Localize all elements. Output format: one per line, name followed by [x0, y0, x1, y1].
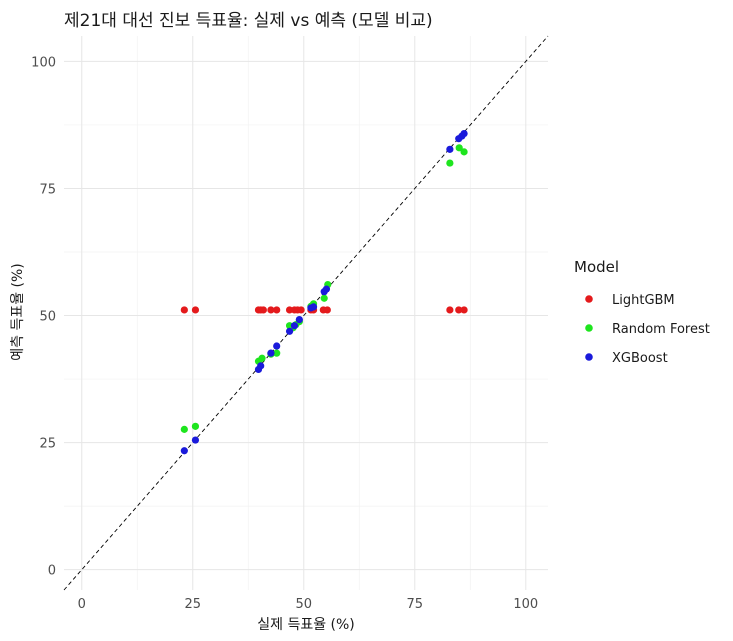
data-point [273, 342, 281, 350]
data-point [455, 306, 463, 314]
x-tick-label: 0 [78, 597, 86, 612]
x-axis-title: 실제 득표율 (%) [257, 617, 355, 633]
data-point [323, 306, 331, 314]
points-layer [180, 129, 468, 455]
ticks-layer: 0 25 50 75 100 0 25 50 75 100 [31, 55, 538, 612]
data-point [460, 129, 468, 138]
legend-label: Random Forest [612, 322, 710, 337]
legend-swatch [585, 295, 593, 303]
data-point [259, 306, 267, 314]
reference-line-layer [63, 35, 549, 591]
x-tick-label: 100 [513, 597, 538, 612]
data-point [180, 425, 188, 433]
data-point [446, 159, 454, 167]
legend-title: Model [574, 258, 619, 276]
data-point [290, 322, 299, 330]
data-point [267, 349, 275, 357]
data-point [446, 145, 454, 153]
data-point [322, 285, 331, 293]
data-point [295, 316, 303, 324]
series-lightgbm [180, 306, 468, 314]
data-point [180, 306, 188, 314]
data-point [191, 422, 200, 430]
data-point [455, 144, 463, 152]
y-tick-label: 75 [39, 182, 56, 197]
data-point [273, 306, 281, 314]
legend-label: LightGBM [612, 293, 675, 308]
y-axis-title: 예측 득표율 (%) [10, 263, 26, 361]
legend-swatch [585, 324, 593, 332]
data-point [191, 306, 200, 314]
data-point [460, 306, 468, 314]
data-point [258, 354, 266, 362]
data-point [285, 327, 294, 335]
y-tick-label: 50 [39, 310, 56, 325]
legend: Model LightGBM Random Forest XGBoost [574, 258, 710, 366]
x-tick-label: 75 [407, 597, 424, 612]
grid [64, 36, 548, 590]
y-tick-label: 100 [31, 55, 56, 70]
data-point [297, 306, 305, 314]
series-xgboost [180, 129, 468, 455]
data-point [257, 362, 265, 370]
data-point [320, 294, 328, 302]
data-point [309, 303, 318, 311]
reference-line [63, 35, 549, 591]
data-point [180, 447, 188, 455]
chart-title: 제21대 대선 진보 득표율: 실제 vs 예측 (모델 비교) [64, 11, 433, 31]
legend-label: XGBoost [612, 351, 668, 366]
data-point [460, 148, 468, 156]
legend-swatch [585, 353, 593, 361]
y-tick-label: 25 [39, 437, 56, 452]
y-tick-label: 0 [48, 564, 56, 579]
data-point [191, 436, 200, 444]
data-point [273, 349, 281, 357]
x-tick-label: 50 [296, 597, 313, 612]
data-point [446, 306, 454, 314]
x-tick-label: 25 [184, 597, 201, 612]
legend-items: LightGBM Random Forest XGBoost [585, 293, 710, 366]
data-point [267, 306, 275, 314]
